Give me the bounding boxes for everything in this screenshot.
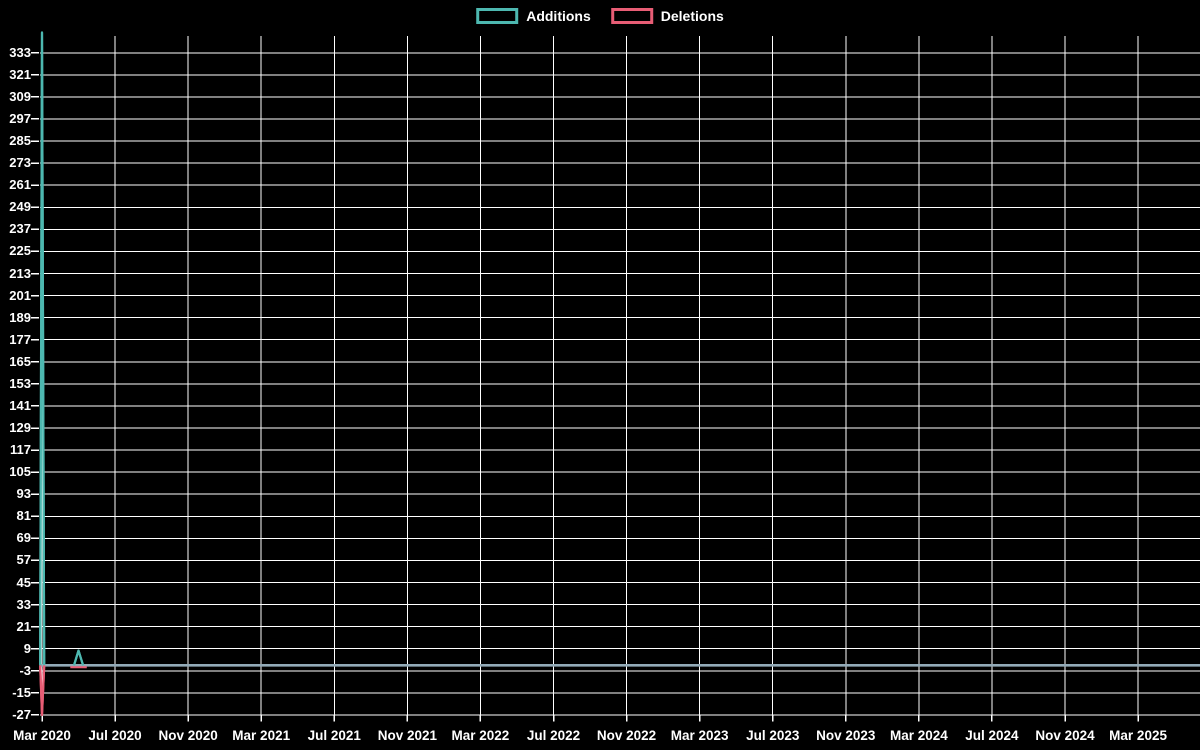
y-tick-label: -27: [12, 706, 31, 722]
y-tick-label: 69: [16, 530, 31, 546]
x-tick-label: Mar 2023: [670, 728, 729, 743]
additions-line: [39, 31, 1200, 667]
x-tick-label: Nov 2024: [1035, 728, 1095, 743]
x-tick-label: Jul 2021: [307, 728, 361, 743]
x-tick-label: Jul 2023: [746, 728, 800, 743]
y-tick-label: 165: [9, 353, 31, 369]
deletions-swatch-icon: [610, 8, 653, 24]
y-tick-label: 141: [9, 397, 31, 413]
y-tick-label: 9: [23, 640, 31, 656]
y-tick-label: 321: [9, 66, 31, 82]
x-tick-label: Nov 2023: [816, 728, 876, 743]
y-tick-label: 261: [9, 177, 31, 193]
y-tick-label: 21: [16, 618, 31, 634]
y-tick-label: 117: [10, 442, 31, 458]
x-tick-label: Mar 2020: [13, 728, 71, 743]
y-tick-label: 177: [9, 331, 31, 347]
x-tick-label: Nov 2020: [158, 728, 218, 743]
x-tick-label: Nov 2021: [377, 728, 437, 743]
x-tick-label: Mar 2024: [889, 728, 948, 743]
y-tick-label: -15: [12, 684, 31, 700]
legend-label-additions: Additions: [526, 8, 591, 24]
y-tick-label: 33: [16, 596, 31, 612]
legend-item-deletions[interactable]: Deletions: [610, 7, 724, 25]
y-tick-label: 129: [9, 420, 31, 436]
additions-spike: [39, 31, 46, 666]
legend-label-deletions: Deletions: [660, 8, 724, 24]
y-tick-label: 105: [9, 464, 31, 480]
additions-swatch-icon: [476, 8, 519, 24]
legend: Additions Deletions: [476, 7, 724, 25]
y-tick-label: 285: [9, 133, 31, 149]
y-tick-label: 57: [16, 552, 31, 568]
x-tick-label: Nov 2022: [596, 728, 657, 743]
y-tick-label: 297: [9, 110, 31, 126]
x-tick-label: Mar 2025: [1109, 728, 1167, 743]
y-tick-label: 189: [9, 309, 31, 325]
x-tick-label: Jul 2020: [88, 728, 142, 743]
y-tick-label: -3: [19, 662, 31, 678]
y-tick-label: 153: [9, 375, 31, 391]
additions-bump: [72, 649, 85, 666]
x-tick-label: Jul 2022: [526, 728, 581, 743]
y-tick-label: 333: [9, 44, 31, 60]
y-tick-label: 309: [9, 88, 31, 104]
y-tick-label: 273: [9, 155, 31, 171]
x-tick-label: Jul 2024: [965, 728, 1019, 743]
y-tick-label: 45: [16, 574, 31, 590]
y-tick-label: 249: [9, 199, 31, 215]
y-tick-label: 225: [9, 243, 31, 259]
y-tick-label: 213: [9, 265, 31, 281]
x-tick-label: Mar 2022: [451, 728, 510, 743]
y-tick-label: 93: [16, 486, 31, 502]
x-tick-label: Mar 2021: [232, 728, 291, 743]
y-tick-label: 81: [16, 508, 31, 524]
y-tick-label: 237: [9, 221, 31, 237]
deletions-spike: [39, 665, 46, 717]
y-tick-label: 201: [9, 287, 31, 303]
legend-item-additions[interactable]: Additions: [476, 7, 591, 25]
deletions-line: [39, 664, 1200, 717]
